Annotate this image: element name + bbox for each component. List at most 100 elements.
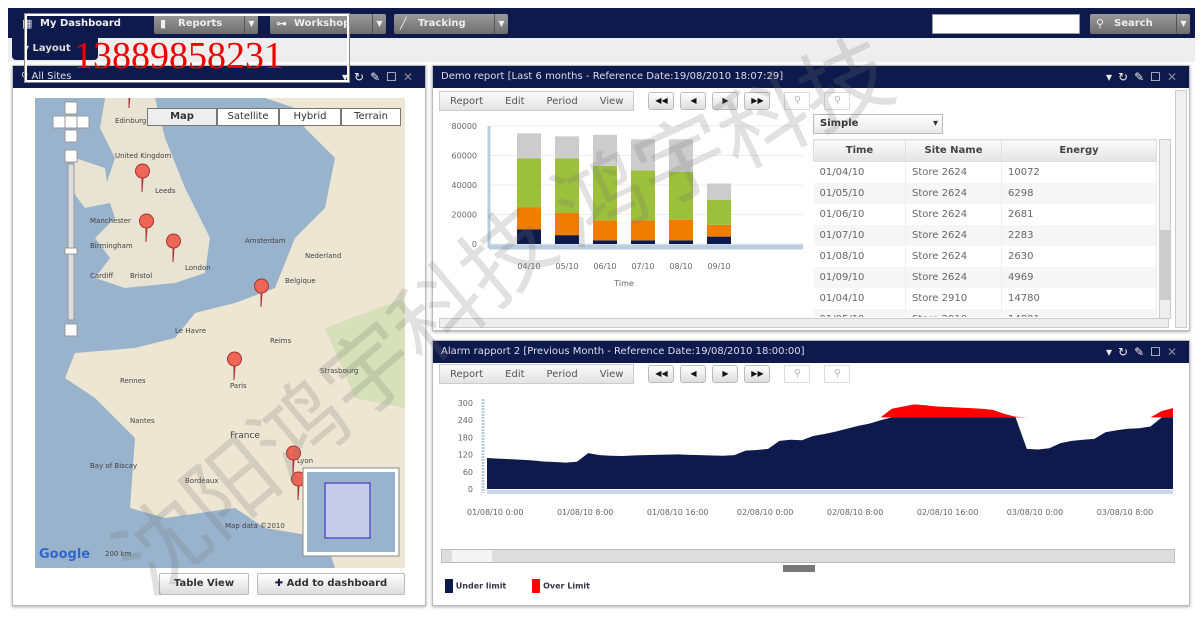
table-row[interactable]: 01/05/10 Store 2624 6298	[813, 182, 1157, 204]
bar-segment	[669, 240, 693, 244]
menu-view[interactable]: View	[599, 368, 624, 380]
table-cell: Store 2624	[905, 224, 1002, 246]
table-scrollbar[interactable]	[1159, 139, 1171, 319]
map-marker[interactable]	[286, 445, 301, 475]
panel-vertical-scrollbar[interactable]	[1175, 90, 1187, 328]
menu-report[interactable]: Report	[450, 95, 484, 107]
map-marker[interactable]	[139, 213, 154, 243]
zoom-in-icon[interactable]: ⚲	[784, 92, 811, 110]
column-header-time[interactable]: Time	[813, 139, 906, 162]
refresh-icon[interactable]: ↻	[354, 70, 371, 84]
maximize-icon[interactable]: ☐	[386, 70, 403, 84]
refresh-icon[interactable]: ↻	[1118, 345, 1135, 359]
table-cell: Store 2910	[905, 308, 1002, 317]
site-selector[interactable]: All Sites	[31, 71, 72, 82]
overview-map[interactable]	[302, 467, 400, 557]
menu-edit[interactable]: Edit	[505, 368, 525, 380]
map-marker[interactable]	[123, 98, 137, 109]
map-marker[interactable]	[227, 351, 242, 381]
table-row[interactable]: 01/07/10 Store 2624 2283	[813, 224, 1157, 246]
edit-icon[interactable]: ✎	[370, 70, 387, 84]
table-cell: Store 2624	[905, 161, 1002, 183]
y-tick-label: 120	[458, 451, 473, 460]
last-page-button[interactable]: ▶▶	[744, 92, 771, 110]
maximize-icon[interactable]: ☐	[1150, 345, 1167, 359]
column-header-site[interactable]: Site Name	[905, 139, 1002, 162]
view-mode-select[interactable]: Simple ▾	[813, 114, 943, 134]
dropdown-icon[interactable]: ▾	[342, 70, 355, 84]
prev-button[interactable]: ◀	[680, 365, 707, 383]
next-button[interactable]: ▶	[712, 92, 739, 110]
next-button[interactable]: ▶	[712, 365, 739, 383]
zoom-out-icon[interactable]: ⚲	[824, 92, 851, 110]
edit-icon[interactable]: ✎	[1134, 345, 1151, 359]
chart-time-scrollbar[interactable]	[441, 549, 1175, 563]
map-zoom-control[interactable]	[52, 101, 90, 337]
table-row[interactable]: 01/06/10 Store 2624 2681	[813, 203, 1157, 225]
y-tick-label: 60	[463, 468, 473, 477]
map-type-hybrid[interactable]: Hybrid	[279, 108, 341, 126]
table-row[interactable]: 01/08/10 Store 2624 2630	[813, 245, 1157, 267]
x-tick-label: 02/08/10 16:00	[917, 508, 979, 517]
panel-horizontal-scrollbar[interactable]	[439, 318, 1169, 328]
bar-segment	[517, 207, 541, 230]
maximize-icon[interactable]: ☐	[1150, 70, 1167, 84]
map-label: Nantes	[130, 417, 155, 425]
bar-segment	[707, 224, 731, 237]
menu-view[interactable]: View	[599, 95, 624, 107]
map-type-satellite[interactable]: Satellite	[217, 108, 279, 126]
zoom-in-icon[interactable]: ⚲	[784, 365, 811, 383]
close-icon[interactable]: ✕	[402, 70, 419, 84]
table-row[interactable]: 01/04/10 Store 2910 14780	[813, 287, 1157, 309]
nav-my-dashboard[interactable]: ▦ My Dashboard	[16, 14, 146, 34]
bar-segment	[707, 236, 731, 244]
add-to-dashboard-button[interactable]: ✚ Add to dashboard	[257, 573, 405, 595]
map-canvas[interactable]: Edinburgh United Kingdom Leeds Mancheste…	[35, 98, 405, 568]
dropdown-icon[interactable]: ▾	[1106, 70, 1119, 84]
table-row[interactable]: 01/09/10 Store 2624 4969	[813, 266, 1157, 288]
table-cell: 01/04/10	[813, 161, 906, 183]
chevron-down-icon[interactable]: ▼	[244, 14, 258, 34]
refresh-icon[interactable]: ↻	[1118, 70, 1135, 84]
menu-period[interactable]: Period	[546, 368, 578, 380]
chevron-down-icon[interactable]: ▼	[372, 14, 386, 34]
resize-handle[interactable]	[783, 565, 815, 572]
close-icon[interactable]: ✕	[1166, 345, 1183, 359]
search-button[interactable]: ⚲ Search ▼	[1090, 14, 1190, 34]
menu-edit[interactable]: Edit	[505, 95, 525, 107]
bar-segment	[555, 213, 579, 236]
prev-button[interactable]: ◀	[680, 92, 707, 110]
map-label: Belgique	[285, 277, 316, 285]
menu-report[interactable]: Report	[450, 368, 484, 380]
chevron-down-icon[interactable]: ▼	[494, 14, 508, 34]
zoom-out-icon[interactable]: ⚲	[824, 365, 851, 383]
dropdown-icon[interactable]: ▾	[1106, 345, 1119, 359]
nav-tracking[interactable]: ╱ Tracking ▼	[394, 14, 508, 34]
map-label: Amsterdam	[245, 237, 286, 245]
table-cell: 6298	[1001, 182, 1157, 204]
map-view[interactable]: Edinburgh United Kingdom Leeds Mancheste…	[35, 98, 405, 568]
table-row[interactable]: 01/04/10 Store 2624 10072	[813, 161, 1157, 183]
menu-period[interactable]: Period	[546, 95, 578, 107]
map-type-map[interactable]: Map	[147, 108, 217, 126]
scroll-thumb[interactable]	[452, 550, 492, 562]
search-input[interactable]	[932, 14, 1080, 34]
map-marker[interactable]	[291, 471, 306, 501]
map-marker[interactable]	[254, 278, 269, 308]
map-label: Manchester	[90, 217, 131, 225]
map-marker[interactable]	[166, 233, 181, 263]
close-icon[interactable]: ✕	[1166, 70, 1183, 84]
first-page-button[interactable]: ◀◀	[648, 365, 675, 383]
first-page-button[interactable]: ◀◀	[648, 92, 675, 110]
table-view-button[interactable]: Table View	[159, 573, 249, 595]
last-page-button[interactable]: ▶▶	[744, 365, 771, 383]
map-type-terrain[interactable]: Terrain	[341, 108, 401, 126]
chevron-down-icon[interactable]: ▼	[1176, 14, 1190, 34]
nav-workshop[interactable]: ⊶ Workshop ▼	[270, 14, 386, 34]
edit-icon[interactable]: ✎	[1134, 70, 1151, 84]
nav-reports[interactable]: ▮ Reports ▼	[154, 14, 258, 34]
column-header-energy[interactable]: Energy	[1001, 139, 1157, 162]
map-label: France	[230, 431, 260, 441]
map-marker[interactable]	[135, 163, 150, 193]
